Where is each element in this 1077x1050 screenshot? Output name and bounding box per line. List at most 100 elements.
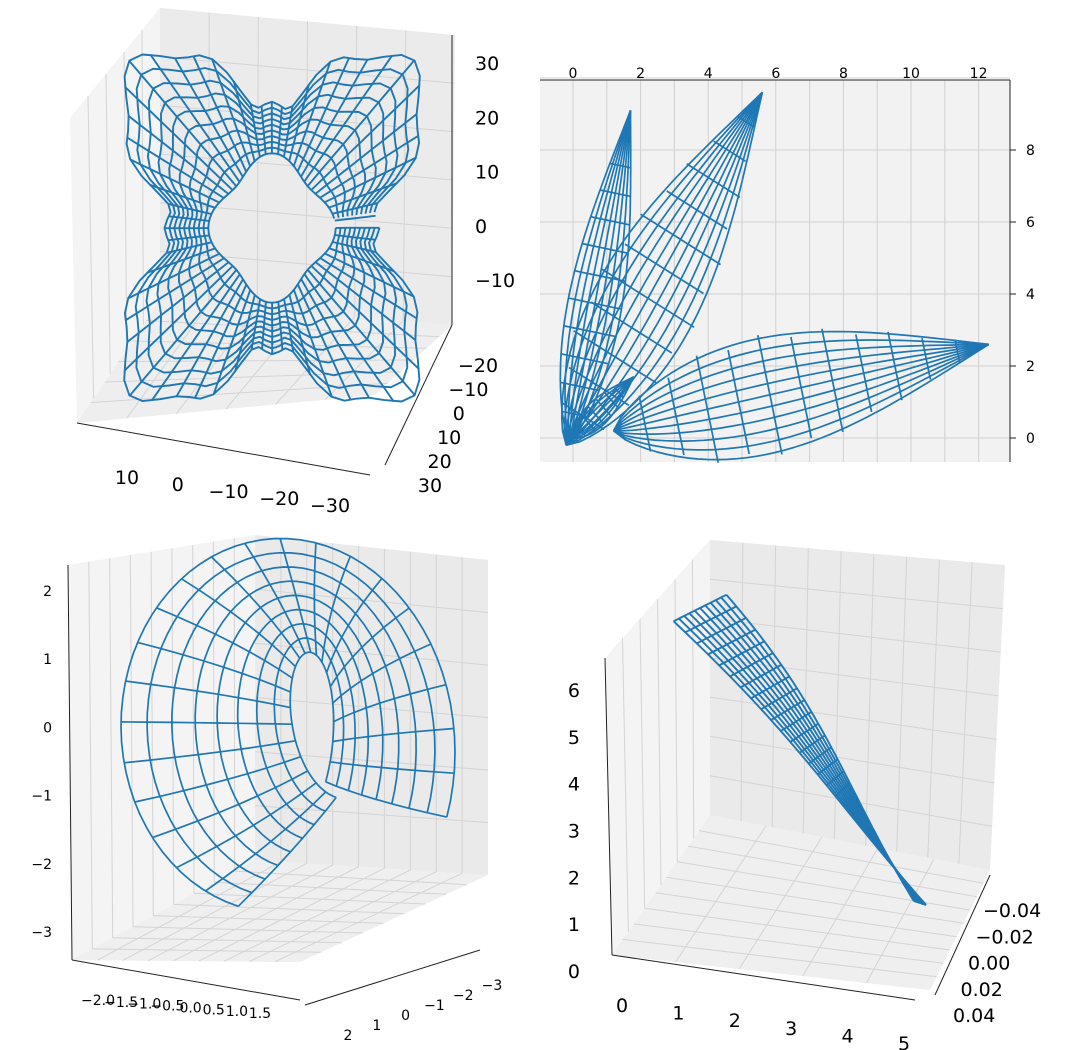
grid-line	[147, 864, 333, 962]
petal-left-cross-line	[574, 269, 626, 283]
wireframe-line-v	[325, 577, 383, 673]
z-axis-tick-label: −1	[31, 789, 52, 805]
wireframe-line-v	[333, 683, 447, 723]
petal-left-cross-line	[560, 381, 600, 392]
wireframe-radial-line	[232, 81, 256, 162]
wireframe-radial-line	[332, 241, 376, 253]
wireframe-radial-line	[128, 60, 238, 187]
petal-right-cross-line	[921, 337, 932, 380]
wireframe-radial-line	[328, 182, 398, 209]
wireframe-ring-line	[145, 79, 399, 377]
y-axis-tick-label: 2	[1026, 359, 1035, 375]
x-axis-tick-label: 8	[839, 66, 848, 82]
y-axis-tick-label: 0	[401, 1008, 410, 1024]
grid-line	[87, 95, 95, 399]
x-axis-tick-label: 10	[115, 467, 139, 489]
wireframe-line-v	[134, 755, 302, 803]
grid-line	[159, 56, 455, 84]
y-axis-tick-label: 0.02	[961, 979, 1003, 1001]
grid-line	[153, 915, 384, 924]
wireframe-radial-line	[277, 301, 284, 350]
z-axis-tick-label: 4	[568, 774, 580, 796]
wireframe-radial-line	[194, 284, 248, 399]
y-axis-tick-label: 10	[437, 427, 461, 449]
z-axis-tick-label: 30	[475, 53, 499, 75]
x-axis-tick-labels: 0 1 2 3 4 5	[616, 995, 910, 1050]
z-axis-tick-label: −3	[31, 925, 52, 941]
wireframe-radial-line	[124, 257, 225, 322]
wireframe-line-v	[825, 770, 845, 787]
wireframe-radial-line	[168, 203, 212, 215]
wireframe-line-v	[329, 607, 410, 687]
grid-line	[233, 538, 236, 872]
x-axis-tick-label: 0	[616, 995, 628, 1017]
wireframe-line-v	[799, 734, 826, 754]
y-axis-tick-labels: 8 6 4 2 0	[1026, 143, 1035, 447]
wireframe-radial-line	[324, 252, 415, 298]
x-axis-tick-label: 1.5	[249, 1006, 271, 1022]
wireframe-ring-line	[134, 67, 410, 389]
wireframe-radial-line	[234, 294, 256, 372]
wireframe-ring-line	[123, 53, 421, 403]
z-axis-tick-label: 20	[475, 107, 499, 129]
y-axis-tick-label: 30	[418, 475, 442, 497]
wireframe-ring-line	[188, 129, 356, 327]
grid-line	[198, 867, 385, 962]
petal-inner-cross-line	[623, 381, 630, 388]
panel-curled-petal: 2 1 0 −1 −2 −3 −2.0−1.5−1.0−0.50.0 0.5 1.0 1.5 2…	[31, 535, 502, 1044]
grid-line	[109, 558, 114, 938]
x-axis-tick-label: −20	[259, 488, 299, 510]
petal-right-long-line	[612, 330, 989, 432]
wireframe-radial-line	[260, 106, 267, 155]
wireframe-surface	[120, 537, 456, 908]
x-axis-tick-label: 3	[785, 1018, 797, 1040]
grid-line	[958, 562, 973, 864]
wireframe-radial-line	[306, 269, 416, 396]
y-axis-tick-label: 2	[344, 1028, 353, 1044]
x-axis-tick-label: 4	[842, 1025, 854, 1047]
wireframe-radial-line	[334, 214, 376, 222]
x-axis-tick-label: 0.5	[203, 1002, 225, 1018]
petal-inner-long-line	[572, 376, 635, 440]
wireframe-radial-line	[293, 289, 333, 398]
axis-lines	[604, 657, 991, 1001]
wireframe-radial-line	[127, 252, 220, 300]
wireframe-radial-line	[123, 265, 234, 372]
z-axis-tick-label: 2	[43, 584, 52, 600]
petal-middle-cross-line	[624, 243, 704, 295]
grid-line	[92, 948, 321, 953]
grid-line	[123, 51, 128, 350]
y-axis-tick-label: 20	[428, 451, 452, 473]
petal-right-cross-line	[695, 355, 720, 463]
axis-lines	[67, 564, 481, 1006]
y-axis-tick-label: −0.02	[976, 926, 1034, 948]
wireframe-radial-line	[129, 158, 220, 204]
panel-twisted-strip: 6 5 4 3 2 1 0 0 1 2 3 4 5 −0.04 −0.02 0.00 0.02 0.04	[568, 540, 1041, 1050]
wireframe-line-v	[878, 841, 882, 851]
grid-line	[105, 73, 111, 374]
y-axis-tick-labels: −0.04 −0.02 0.00 0.02 0.04	[953, 900, 1041, 1027]
wireframe-radial-line	[126, 261, 230, 343]
wireframe-line-v	[869, 829, 875, 840]
petal-middle-cross-line	[590, 301, 673, 354]
x-axis-tick-label: 0	[569, 66, 578, 82]
y-axis-tick-label: 8	[1026, 143, 1035, 159]
wireframe-line-v	[124, 739, 296, 764]
grid-line	[622, 638, 629, 932]
grid-line	[927, 559, 940, 858]
grid-line	[709, 618, 1001, 653]
wireframe-radial-line	[300, 278, 370, 399]
z-axis-tick-label: 6	[568, 680, 580, 702]
grid-line	[802, 847, 879, 977]
petal-inner-cross-line	[603, 391, 619, 409]
wireframe-line-v	[684, 605, 737, 634]
z-axis-tick-labels: 6 5 4 3 2 1 0	[568, 680, 580, 983]
grid-line	[865, 858, 935, 984]
wireframe-surface	[672, 593, 927, 906]
wireframe-line-v	[332, 727, 454, 743]
y-axis-tick-label: 4	[1026, 287, 1035, 303]
wireframe-line-v	[740, 663, 782, 689]
petal-right-cross-line	[887, 331, 903, 401]
